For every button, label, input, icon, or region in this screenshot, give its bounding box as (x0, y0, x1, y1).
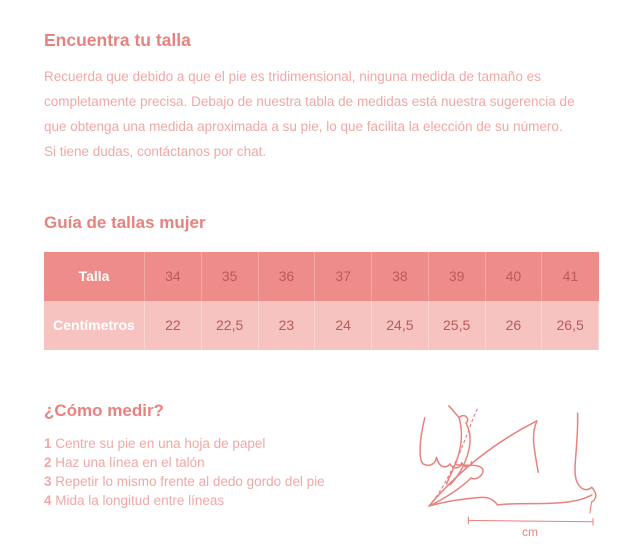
svg-text:cm: cm (522, 525, 538, 539)
